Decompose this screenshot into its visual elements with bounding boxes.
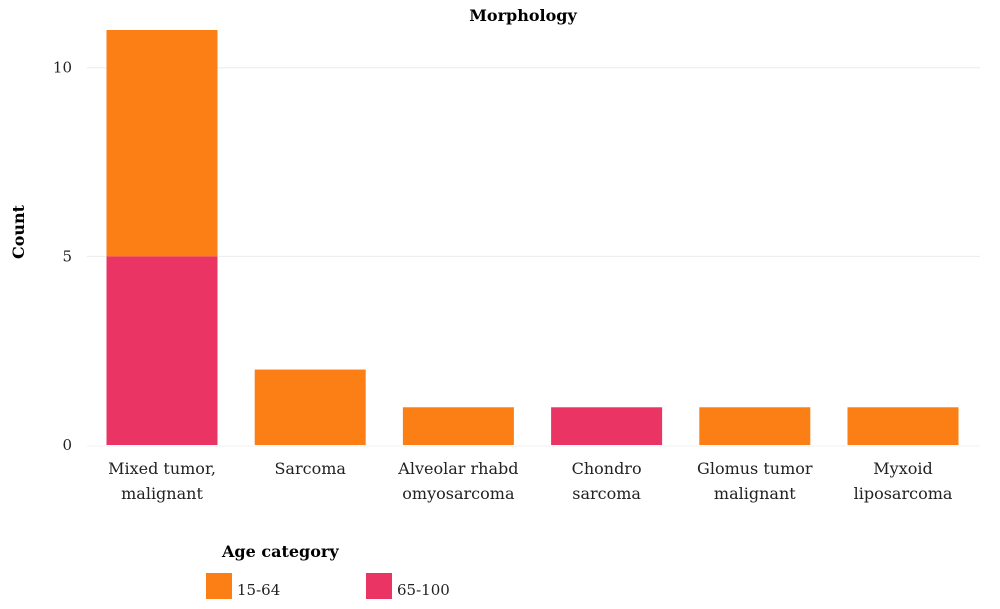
category-label: Alveolar rhabd xyxy=(397,459,518,478)
legend-label: 65-100 xyxy=(397,581,450,599)
y-tick-label: 5 xyxy=(62,247,72,265)
category-label: malignant xyxy=(121,484,203,503)
category-label: Chondro xyxy=(572,459,642,478)
category-label: liposarcoma xyxy=(854,484,953,503)
legend-label: 15-64 xyxy=(237,581,280,599)
category-label: sarcoma xyxy=(572,484,641,503)
category-label: omyosarcoma xyxy=(402,484,515,503)
bar-15-64-2 xyxy=(402,407,514,445)
bar-65-100-0 xyxy=(106,256,218,445)
grid-layer xyxy=(87,67,980,447)
legend-title: Age category xyxy=(221,542,339,561)
category-label: Sarcoma xyxy=(274,459,346,478)
bar-65-100-3 xyxy=(551,407,663,445)
category-label: Glomus tumor xyxy=(697,459,813,478)
y-tick-label: 10 xyxy=(53,59,72,77)
text-layer: 0 5 10 Morphology Count Mixed tumor, malignant… xyxy=(9,6,953,503)
legend-layer: Age category 15-64 65-100 xyxy=(206,542,450,599)
legend-swatch xyxy=(366,573,392,599)
legend-swatch xyxy=(206,573,232,599)
chart-title: Morphology xyxy=(469,6,577,25)
y-tick-label: 0 xyxy=(62,436,72,454)
category-label: Myxoid xyxy=(873,459,932,478)
y-axis-label: Count xyxy=(9,204,28,259)
category-label: malignant xyxy=(714,484,796,503)
bar-15-64-1 xyxy=(254,369,366,445)
bar-15-64-5 xyxy=(847,407,959,445)
category-label: Mixed tumor, xyxy=(108,459,216,478)
bars-layer xyxy=(106,30,959,445)
bar-15-64-0 xyxy=(106,30,218,257)
bar-15-64-4 xyxy=(699,407,811,445)
